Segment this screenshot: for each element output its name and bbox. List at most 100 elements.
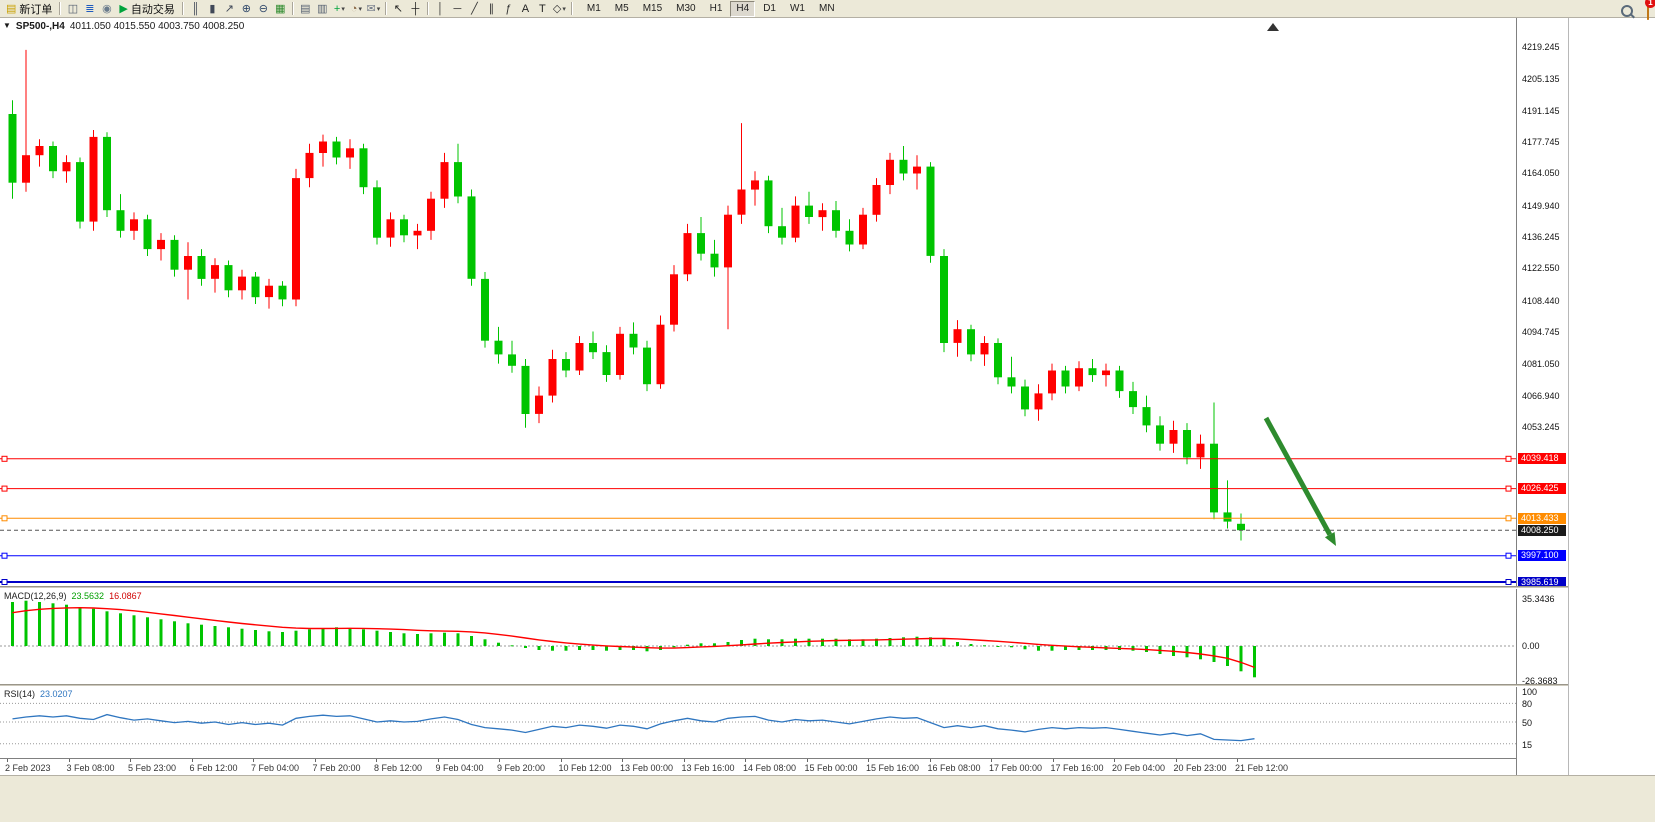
macd-histogram-bar — [618, 646, 622, 650]
macd-histogram-bar — [132, 615, 136, 646]
price-chart-area[interactable]: ▼ SP500-,H4 4011.050 4015.550 4003.750 4… — [0, 18, 1516, 586]
chart-dropdown-icon[interactable]: ▼ — [3, 21, 11, 30]
period-clock-icon[interactable]: ◔ ▾ — [350, 2, 362, 15]
macd-canvas — [0, 600, 1516, 678]
hline-handle[interactable] — [1505, 515, 1512, 522]
timeframe-button-m15[interactable]: M15 — [642, 2, 663, 14]
timeframe-button-h4[interactable]: H4 — [730, 0, 756, 17]
main-toolbar: ▤ 新订单 ◫ ≣ ◉ ▶ 自动交易 ║ ▮ ↗ ⊕ ⊖ ▦ ▤ ▥ + ▾ ◔ ▾ ✉ ▾ ↖ ┼ │ ─ ╱ ∥ ƒ A T ◇ ▾ M1… — [0, 0, 1655, 20]
macd-histogram-bar — [335, 627, 338, 646]
candle-body — [508, 354, 516, 366]
line-chart-mode-icon[interactable]: ↗ — [224, 3, 234, 15]
macd-histogram-bar — [1064, 646, 1067, 650]
macd-histogram-bar — [510, 645, 514, 647]
candle-body — [940, 256, 948, 343]
candle-body — [778, 226, 786, 238]
dropdown-caret-icon[interactable]: ▾ — [341, 5, 345, 13]
hline-handle[interactable] — [1505, 579, 1512, 585]
hline-handle[interactable] — [1505, 485, 1512, 492]
candle-body — [616, 333, 624, 375]
dropdown-caret-icon[interactable]: ▾ — [376, 5, 381, 13]
panel-splitter[interactable] — [0, 684, 1568, 687]
hline-handle[interactable] — [1, 515, 8, 522]
rsi-indicator-panel[interactable]: RSI(14) 23.0207 — [0, 687, 1516, 758]
price-axis-label: 4219.245 — [1522, 42, 1560, 52]
macd-histogram-bar — [119, 613, 122, 646]
macd-histogram-bar — [861, 639, 865, 646]
macd-scale-label: 35.3436 — [1522, 593, 1555, 604]
horizontal-line-icon[interactable]: ─ — [453, 2, 462, 15]
macd-histogram-bar — [443, 632, 446, 646]
macd-histogram-bar — [92, 608, 95, 646]
timeframe-button-m1[interactable]: M1 — [586, 2, 601, 14]
timeframe-button-w1[interactable]: W1 — [789, 2, 805, 14]
zoom-out-icon[interactable]: ⊖ — [258, 3, 268, 15]
price-scale[interactable]: 4219.245 4205.135 4191.145 4177.745 4164.050… — [1516, 18, 1568, 775]
panel-splitter[interactable] — [0, 586, 1568, 589]
charts-window-icon[interactable]: ◫ — [67, 3, 79, 15]
new-order-button[interactable]: ▤ 新订单 — [2, 1, 56, 17]
macd-histogram-bar — [983, 645, 986, 647]
toolbar-items: ▤ 新订单 ◫ ≣ ◉ ▶ 自动交易 ║ ▮ ↗ ⊕ ⊖ ▦ ▤ ▥ + ▾ ◔ ▾ ✉ ▾ ↖ ┼ │ ─ ╱ ∥ ƒ A T ◇ ▾ — [2, 1, 576, 17]
notifications-button[interactable]: 1 — [1645, 0, 1655, 20]
candlestick-mode-icon[interactable]: ▮ — [209, 3, 216, 15]
dropdown-caret-icon[interactable]: ▾ — [562, 5, 566, 13]
shapes-icon[interactable]: ◇ ▾ — [552, 3, 566, 15]
hline-handle[interactable] — [1505, 455, 1512, 462]
status-strip — [0, 775, 1655, 822]
hline-handle[interactable] — [1, 552, 8, 559]
snapshot-icon[interactable]: ✉ ▾ — [366, 3, 381, 15]
dropdown-caret-icon[interactable]: ▾ — [358, 5, 362, 13]
timeframe-button-m30[interactable]: M30 — [676, 2, 696, 14]
cascade-windows-icon[interactable]: ▥ — [317, 3, 328, 15]
macd-indicator-panel[interactable]: MACD(12,26,9) 23.5632 16.0867 — [0, 589, 1516, 684]
add-indicator-icon[interactable]: + ▾ — [333, 2, 345, 15]
macd-histogram-bar — [294, 630, 298, 646]
hline-handle[interactable] — [1, 455, 8, 462]
candle-body — [859, 214, 867, 245]
macd-histogram-bar — [969, 644, 973, 646]
trend-arrow-head — [1324, 532, 1336, 546]
timeframe-button-d1[interactable]: D1 — [763, 2, 776, 14]
hline-handle[interactable] — [1, 579, 8, 585]
time-tick — [130, 759, 131, 762]
community-icon[interactable]: ◉ — [102, 3, 112, 15]
channel-icon[interactable]: ∥ — [488, 3, 495, 15]
macd-histogram-bar — [173, 621, 176, 646]
cursor-icon[interactable]: ↖ — [393, 3, 403, 15]
candlestick-chart-canvas[interactable] — [0, 18, 1516, 586]
candle-body — [76, 162, 84, 222]
arrange-windows-icon[interactable]: ▤ — [300, 3, 311, 15]
hline-handle[interactable] — [1505, 552, 1512, 559]
zoom-in-icon[interactable]: ⊕ — [241, 3, 251, 15]
time-axis-label: 13 Feb 16:00 — [681, 763, 735, 773]
time-axis-label: 15 Feb 00:00 — [804, 763, 858, 773]
tile-windows-icon[interactable]: ▦ — [275, 3, 286, 15]
candle-body — [386, 219, 395, 238]
trend-arrow-annotation[interactable] — [1263, 416, 1332, 536]
fibonacci-icon[interactable]: ƒ — [505, 2, 512, 15]
timeframe-button-mn[interactable]: MN — [818, 2, 835, 14]
auto-trading-button[interactable]: ▶ 自动交易 — [115, 1, 178, 17]
macd-histogram-bar — [78, 607, 82, 646]
search-icon[interactable] — [1621, 5, 1633, 17]
chart-shift-marker[interactable] — [1267, 23, 1279, 31]
crosshair-icon[interactable]: ┼ — [411, 2, 420, 15]
timeframe-button-m5[interactable]: M5 — [614, 2, 629, 14]
candle-body — [8, 114, 17, 183]
text-label-icon[interactable]: T — [539, 2, 546, 15]
time-axis-label: 9 Feb 04:00 — [435, 763, 484, 773]
bar-chart-mode-icon[interactable]: ║ — [191, 2, 200, 15]
hline-handle[interactable] — [1, 485, 8, 492]
timeframe-button-h1[interactable]: H1 — [709, 2, 723, 14]
market-depth-icon[interactable]: ≣ — [85, 3, 95, 15]
candle-body — [1183, 430, 1191, 458]
candle-body — [697, 233, 705, 254]
candle-body — [994, 343, 1002, 378]
trendline-icon[interactable]: ╱ — [471, 3, 478, 15]
text-icon[interactable]: A — [521, 2, 530, 15]
macd-histogram-bar — [1050, 646, 1054, 651]
macd-histogram-bar — [834, 638, 838, 646]
time-axis[interactable]: 2 Feb 2023 3 Feb 08:00 5 Feb 23:00 6 Feb 12… — [0, 758, 1568, 775]
vertical-line-icon[interactable]: │ — [436, 2, 444, 15]
